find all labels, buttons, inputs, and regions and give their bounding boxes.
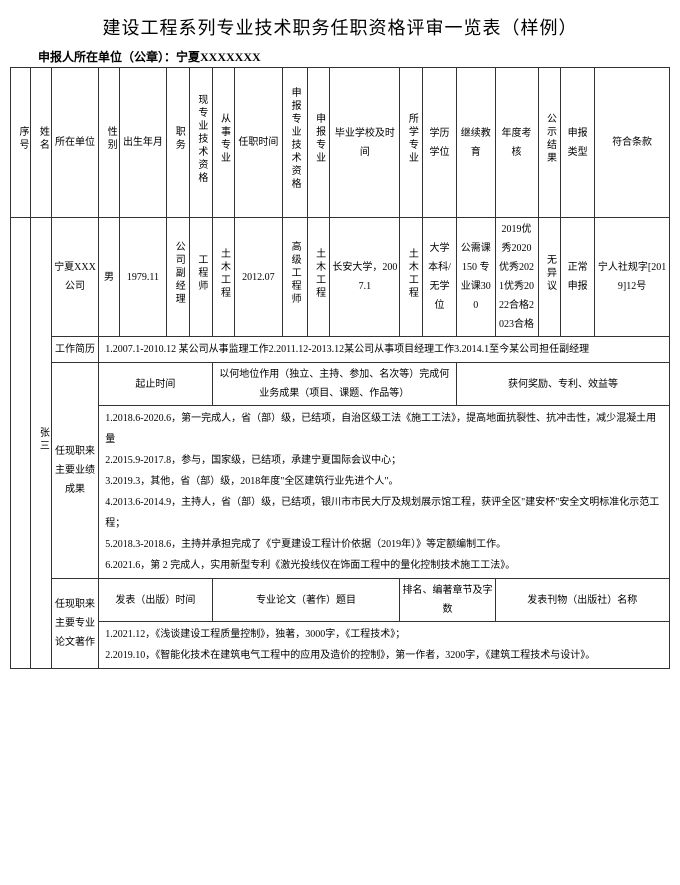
cell-degree: 大学本科/无学位: [423, 218, 457, 337]
cell-sex: 男: [99, 218, 119, 337]
h-school: 毕业学校及时间: [330, 68, 400, 218]
ach-body-row: 1.2018.6-2020.6，第一完成人，省（部）级，已结项，自治区级工法《施…: [11, 406, 670, 579]
ach-label: 任现职来主要业绩成果: [51, 363, 99, 579]
cell-appfield: 土木工程: [310, 248, 329, 300]
paper-h-time: 发表（出版）时间: [99, 579, 212, 622]
cell-curqual: 工程师: [192, 254, 211, 293]
resume-label: 工作简历: [51, 337, 99, 363]
h-seq: 序号: [13, 126, 32, 152]
h-clause: 符合条款: [595, 68, 670, 218]
resume-row: 工作简历 1.2007.1-2010.12 某公司从事监理工作2.2011.12…: [11, 337, 670, 363]
org-label: 申报人所在单位（公章）：宁夏XXXXXXX: [38, 48, 670, 65]
h-birth: 出生年月: [119, 68, 167, 218]
ach-h-award: 获何奖励、专利、效益等: [457, 363, 670, 406]
paper-body-row: 1.2021.12，《浅谈建设工程质量控制》，独著，3000字，《工程技术》； …: [11, 622, 670, 669]
cell-assess: 2019优秀2020优秀2021优秀2022合格2023合格: [495, 218, 538, 337]
cell-clause: 宁人社规字[2019]12号: [595, 218, 670, 337]
paper-h-rank: 排名、编著章节及字数: [400, 579, 495, 622]
h-assess: 年度考核: [495, 68, 538, 218]
h-name: 姓名: [33, 126, 52, 152]
main-table: 序号 姓名 所在单位 性别 出生年月 职务 现专业技术资格 从事专业 任职时间 …: [10, 67, 670, 669]
page-title: 建设工程系列专业技术职务任职资格评审一览表（样例）: [10, 14, 670, 40]
resume-text: 1.2007.1-2010.12 某公司从事监理工作2.2011.12-2013…: [99, 337, 670, 363]
ach-header-row: 任现职来主要业绩成果 起止时间 以何地位作用（独立、主持、参加、名次等）完成何业…: [11, 363, 670, 406]
cell-unit: 宁夏XXX公司: [51, 218, 99, 337]
ach-body: 1.2018.6-2020.6，第一完成人，省（部）级，已结项，自治区级工法《施…: [99, 406, 670, 579]
h-curqual: 现专业技术资格: [192, 94, 211, 185]
h-field: 从事专业: [215, 113, 234, 165]
h-type: 申报类型: [561, 68, 595, 218]
ach-h-content: 以何地位作用（独立、主持、参加、名次等）完成何业务成果（项目、课题、作品等）: [212, 363, 457, 406]
h-post: 职务: [169, 126, 188, 152]
data-row: 张三 宁夏XXX公司 男 1979.11 公司副经理 工程师 土木工程 2012…: [11, 218, 670, 337]
cell-seq: [11, 218, 31, 669]
paper-label: 任现职来主要专业论文著作: [51, 579, 99, 669]
cell-school: 长安大学，2007.1: [330, 218, 400, 337]
ach-h-period: 起止时间: [99, 363, 212, 406]
h-public: 公示结果: [541, 113, 560, 165]
cell-public: 无异议: [541, 254, 560, 293]
h-sex: 性别: [101, 126, 120, 152]
cell-name: 张三: [33, 427, 52, 453]
paper-header-row: 任现职来主要专业论文著作 发表（出版）时间 专业论文（著作）题目 排名、编著章节…: [11, 579, 670, 622]
cell-edu: 公需课150 专业课300: [457, 218, 495, 337]
h-appqual: 申报专业技术资格: [285, 87, 304, 191]
h-degree: 学历学位: [423, 68, 457, 218]
cell-field: 土木工程: [215, 248, 234, 300]
paper-h-journal: 发表刊物（出版社）名称: [495, 579, 669, 622]
paper-body: 1.2021.12，《浅谈建设工程质量控制》，独著，3000字，《工程技术》； …: [99, 622, 670, 669]
cell-major: 土木工程: [402, 248, 421, 300]
header-row: 序号 姓名 所在单位 性别 出生年月 职务 现专业技术资格 从事专业 任职时间 …: [11, 68, 670, 218]
h-appfield: 申报专业: [310, 113, 329, 165]
h-since: 任职时间: [235, 68, 283, 218]
h-major: 所学专业: [402, 113, 421, 165]
h-edu: 继续教育: [457, 68, 495, 218]
cell-since: 2012.07: [235, 218, 283, 337]
cell-type: 正常申报: [561, 218, 595, 337]
cell-post: 公司副经理: [169, 241, 188, 306]
cell-appqual: 高级工程师: [285, 241, 304, 306]
h-unit: 所在单位: [51, 68, 99, 218]
paper-h-title: 专业论文（著作）题目: [212, 579, 400, 622]
cell-birth: 1979.11: [119, 218, 167, 337]
